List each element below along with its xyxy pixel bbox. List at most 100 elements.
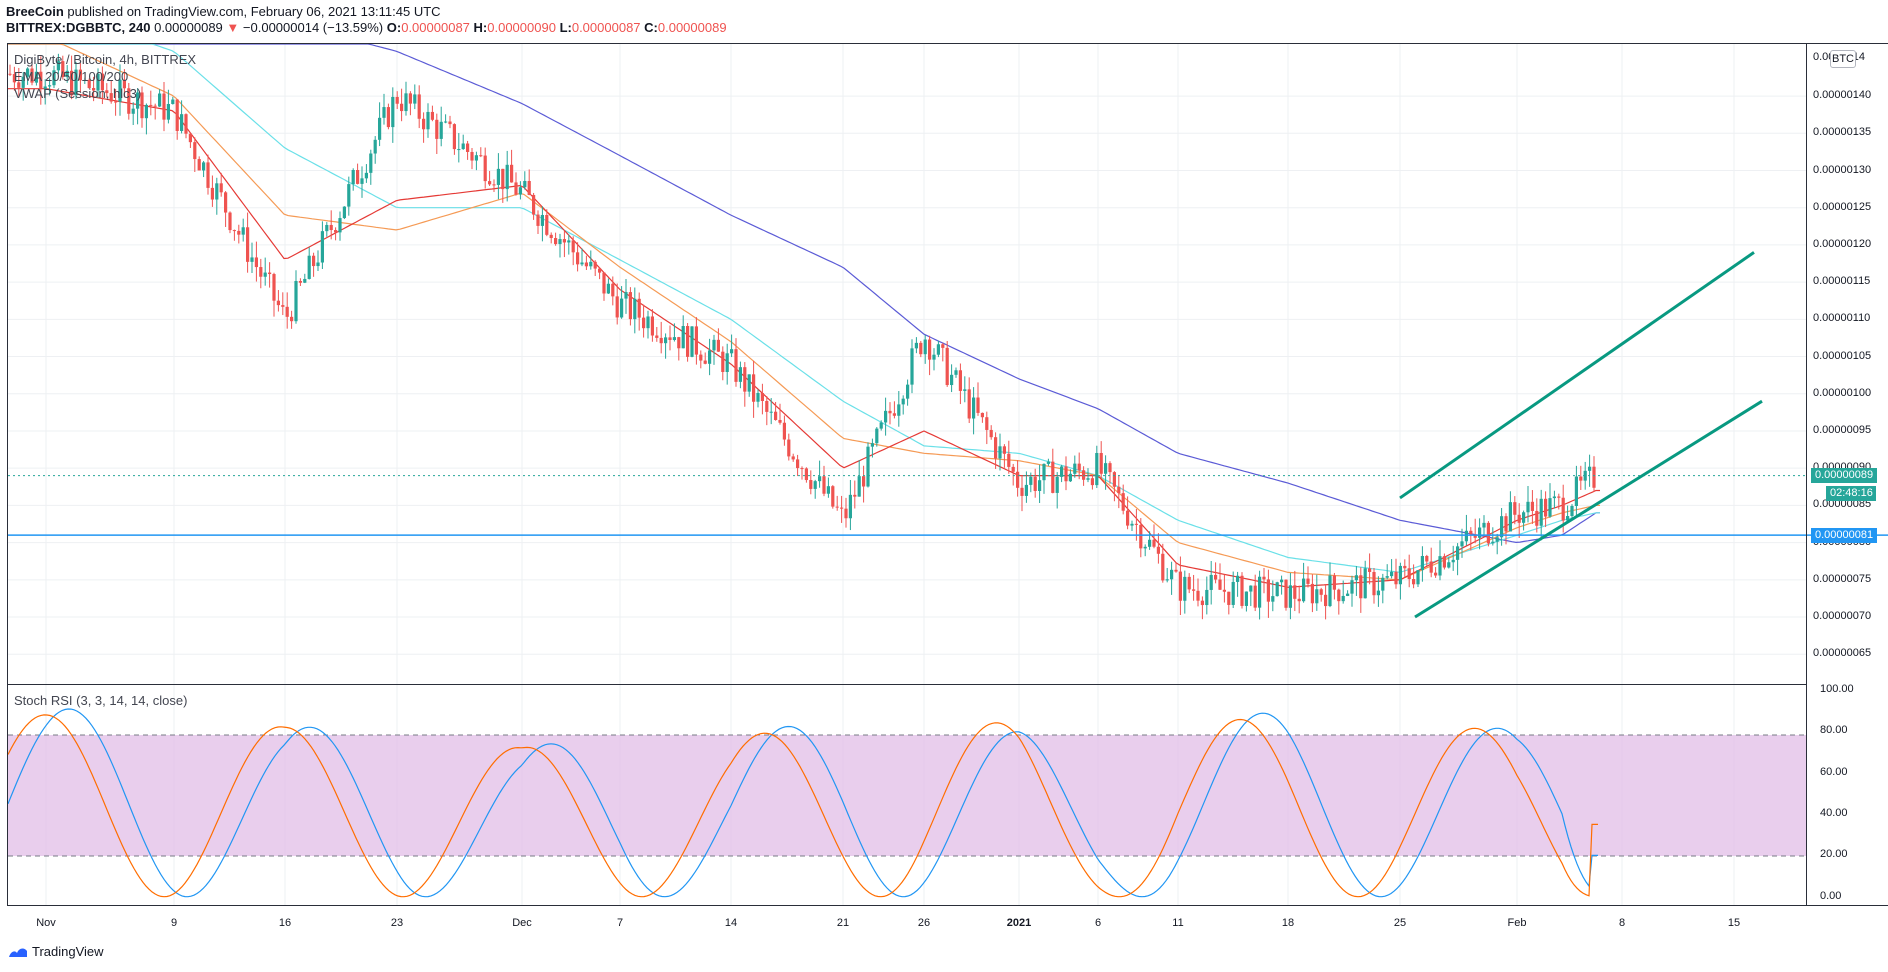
candle-body — [976, 397, 980, 413]
candle-body — [1117, 486, 1121, 494]
candle-body — [1112, 472, 1116, 487]
time-tick-label: 23 — [390, 917, 404, 929]
candle-body — [448, 121, 452, 125]
candle-body — [87, 79, 91, 88]
candle-body — [316, 262, 320, 267]
candle-body — [382, 107, 386, 118]
candle-body — [1425, 555, 1429, 562]
price-tick-label: 0.00000120 — [1813, 237, 1872, 250]
candle-body — [325, 224, 329, 232]
candle-body — [422, 118, 426, 130]
candle-body — [791, 456, 795, 460]
channel-lower-line — [1414, 399, 1763, 619]
high-label: H: — [473, 20, 488, 35]
candle-body — [650, 316, 654, 336]
candle-body — [1266, 579, 1270, 602]
candle-body — [215, 183, 219, 200]
candle-body — [932, 354, 936, 360]
candle-body — [1068, 473, 1072, 482]
candle-body — [1544, 498, 1548, 517]
candle-body — [615, 296, 619, 318]
close-label: C: — [644, 20, 658, 35]
candle-body — [642, 317, 646, 329]
price-axis[interactable] — [1806, 43, 1888, 906]
candle-body — [1209, 574, 1213, 590]
candle-body — [281, 305, 285, 307]
candle-body — [1244, 591, 1248, 606]
candle-body — [83, 79, 87, 81]
candle-body — [606, 283, 610, 294]
candle-body — [1469, 530, 1473, 535]
candle-body — [1561, 497, 1565, 521]
candle-body — [884, 410, 888, 423]
price-pane[interactable] — [7, 43, 1807, 685]
candle-body — [514, 182, 518, 195]
candle-body — [1051, 461, 1055, 493]
rsi-pane[interactable] — [7, 684, 1807, 906]
candle-body — [360, 178, 364, 184]
time-tick-label: 7 — [616, 917, 624, 929]
time-tick-label: Nov — [36, 917, 56, 929]
candle-body — [105, 90, 109, 94]
candle-body — [1517, 514, 1521, 523]
rsi-tick-label: 60.00 — [1820, 765, 1848, 778]
candle-body — [1407, 568, 1411, 580]
time-tick-label: 8 — [1618, 917, 1626, 929]
candle-body — [985, 417, 989, 430]
candle-body — [967, 389, 971, 419]
time-tick-label: 11 — [1172, 917, 1184, 929]
price-tick-label: 0.00000070 — [1813, 610, 1872, 623]
footer[interactable]: TradingView — [8, 944, 104, 959]
candle-body — [571, 240, 575, 253]
candle-body — [294, 280, 298, 322]
candle-body — [532, 194, 536, 215]
candle-body — [1148, 539, 1152, 547]
candle-body — [822, 476, 826, 494]
price-tick-label: 0.00000095 — [1813, 423, 1872, 436]
candle-body — [945, 347, 949, 386]
candle-body — [1460, 541, 1464, 547]
candle-body — [298, 280, 302, 283]
candle-body — [1143, 546, 1147, 549]
candle-body — [633, 298, 637, 320]
candle-body — [488, 181, 492, 185]
candle-body — [470, 151, 474, 161]
candle-body — [510, 164, 514, 183]
countdown-tag: 02:48:16 — [1826, 485, 1876, 501]
candle-body — [61, 61, 65, 78]
time-tick-label: 16 — [278, 917, 292, 929]
price-tick-label: 0.00000065 — [1813, 647, 1872, 660]
currency-badge[interactable]: BTC — [1830, 50, 1856, 68]
candle-body — [1346, 593, 1350, 596]
candle-body — [1526, 501, 1530, 513]
candle-body — [1385, 576, 1389, 578]
candle-body — [844, 508, 848, 519]
candle-body — [114, 101, 118, 103]
candle-body — [237, 230, 241, 235]
series-legend: DigiByte / Bitcoin, 4h, BITTREX — [14, 52, 197, 67]
candle-body — [444, 121, 448, 123]
candle-body — [1548, 498, 1552, 517]
candle-body — [730, 349, 734, 354]
author-name[interactable]: BreeCoin — [6, 4, 64, 19]
candle-body — [752, 374, 756, 402]
candle-body — [593, 261, 597, 269]
candle-body — [1055, 476, 1059, 493]
candle-body — [1416, 570, 1420, 585]
rsi-tick-label: 40.00 — [1820, 807, 1848, 820]
candle-body — [1570, 506, 1574, 517]
candle-body — [1363, 568, 1367, 599]
candle-body — [466, 143, 470, 152]
candle-body — [1310, 583, 1314, 604]
candle-body — [1535, 510, 1539, 526]
candle-body — [303, 278, 307, 283]
candle-body — [8, 73, 12, 75]
candle-body — [100, 73, 104, 91]
candle-body — [1280, 579, 1284, 583]
trend-channel — [1399, 251, 1763, 619]
rsi-tick-label: 80.00 — [1820, 724, 1848, 737]
candle-body — [1156, 546, 1160, 554]
candle-body — [747, 374, 751, 392]
candle-body — [1205, 589, 1209, 606]
